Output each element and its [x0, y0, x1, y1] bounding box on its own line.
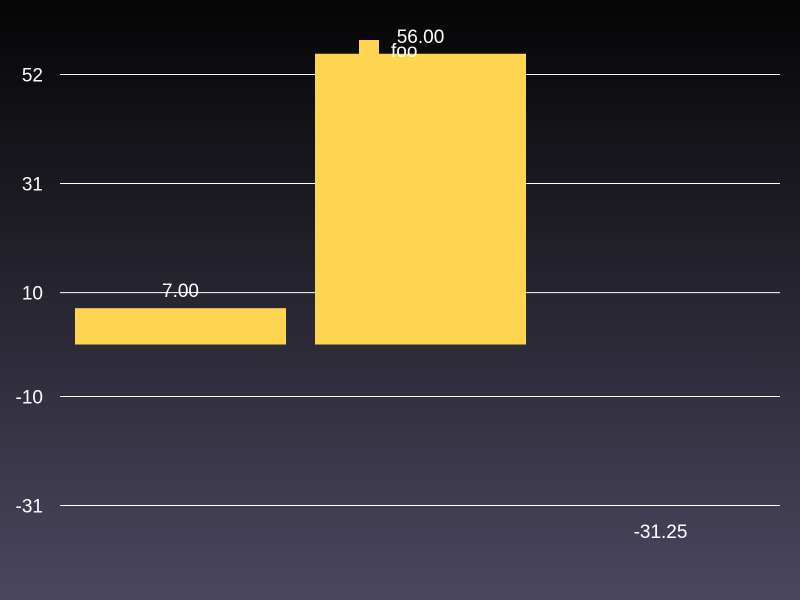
y-tick-label: 10: [22, 284, 43, 305]
legend[interactable]: foo: [359, 40, 417, 62]
bars: [75, 53, 526, 345]
y-tick-label: -10: [16, 387, 43, 408]
data-label-0: 7.00: [162, 281, 199, 302]
data-label-2: -31.25: [634, 522, 688, 543]
y-axis-ticks: 52 31 10 -10 -31: [16, 66, 43, 518]
bar-1[interactable]: [315, 53, 526, 345]
y-tick-label: 31: [22, 175, 43, 196]
bar-0[interactable]: [75, 308, 286, 345]
legend-label-foo[interactable]: foo: [391, 41, 417, 62]
data-labels: 7.00 56.00 -31.25: [162, 27, 687, 543]
y-tick-label: 52: [22, 66, 43, 87]
legend-swatch-foo[interactable]: [359, 40, 379, 60]
data-label-1: 56.00: [397, 27, 445, 48]
y-tick-label: -31: [16, 496, 43, 517]
